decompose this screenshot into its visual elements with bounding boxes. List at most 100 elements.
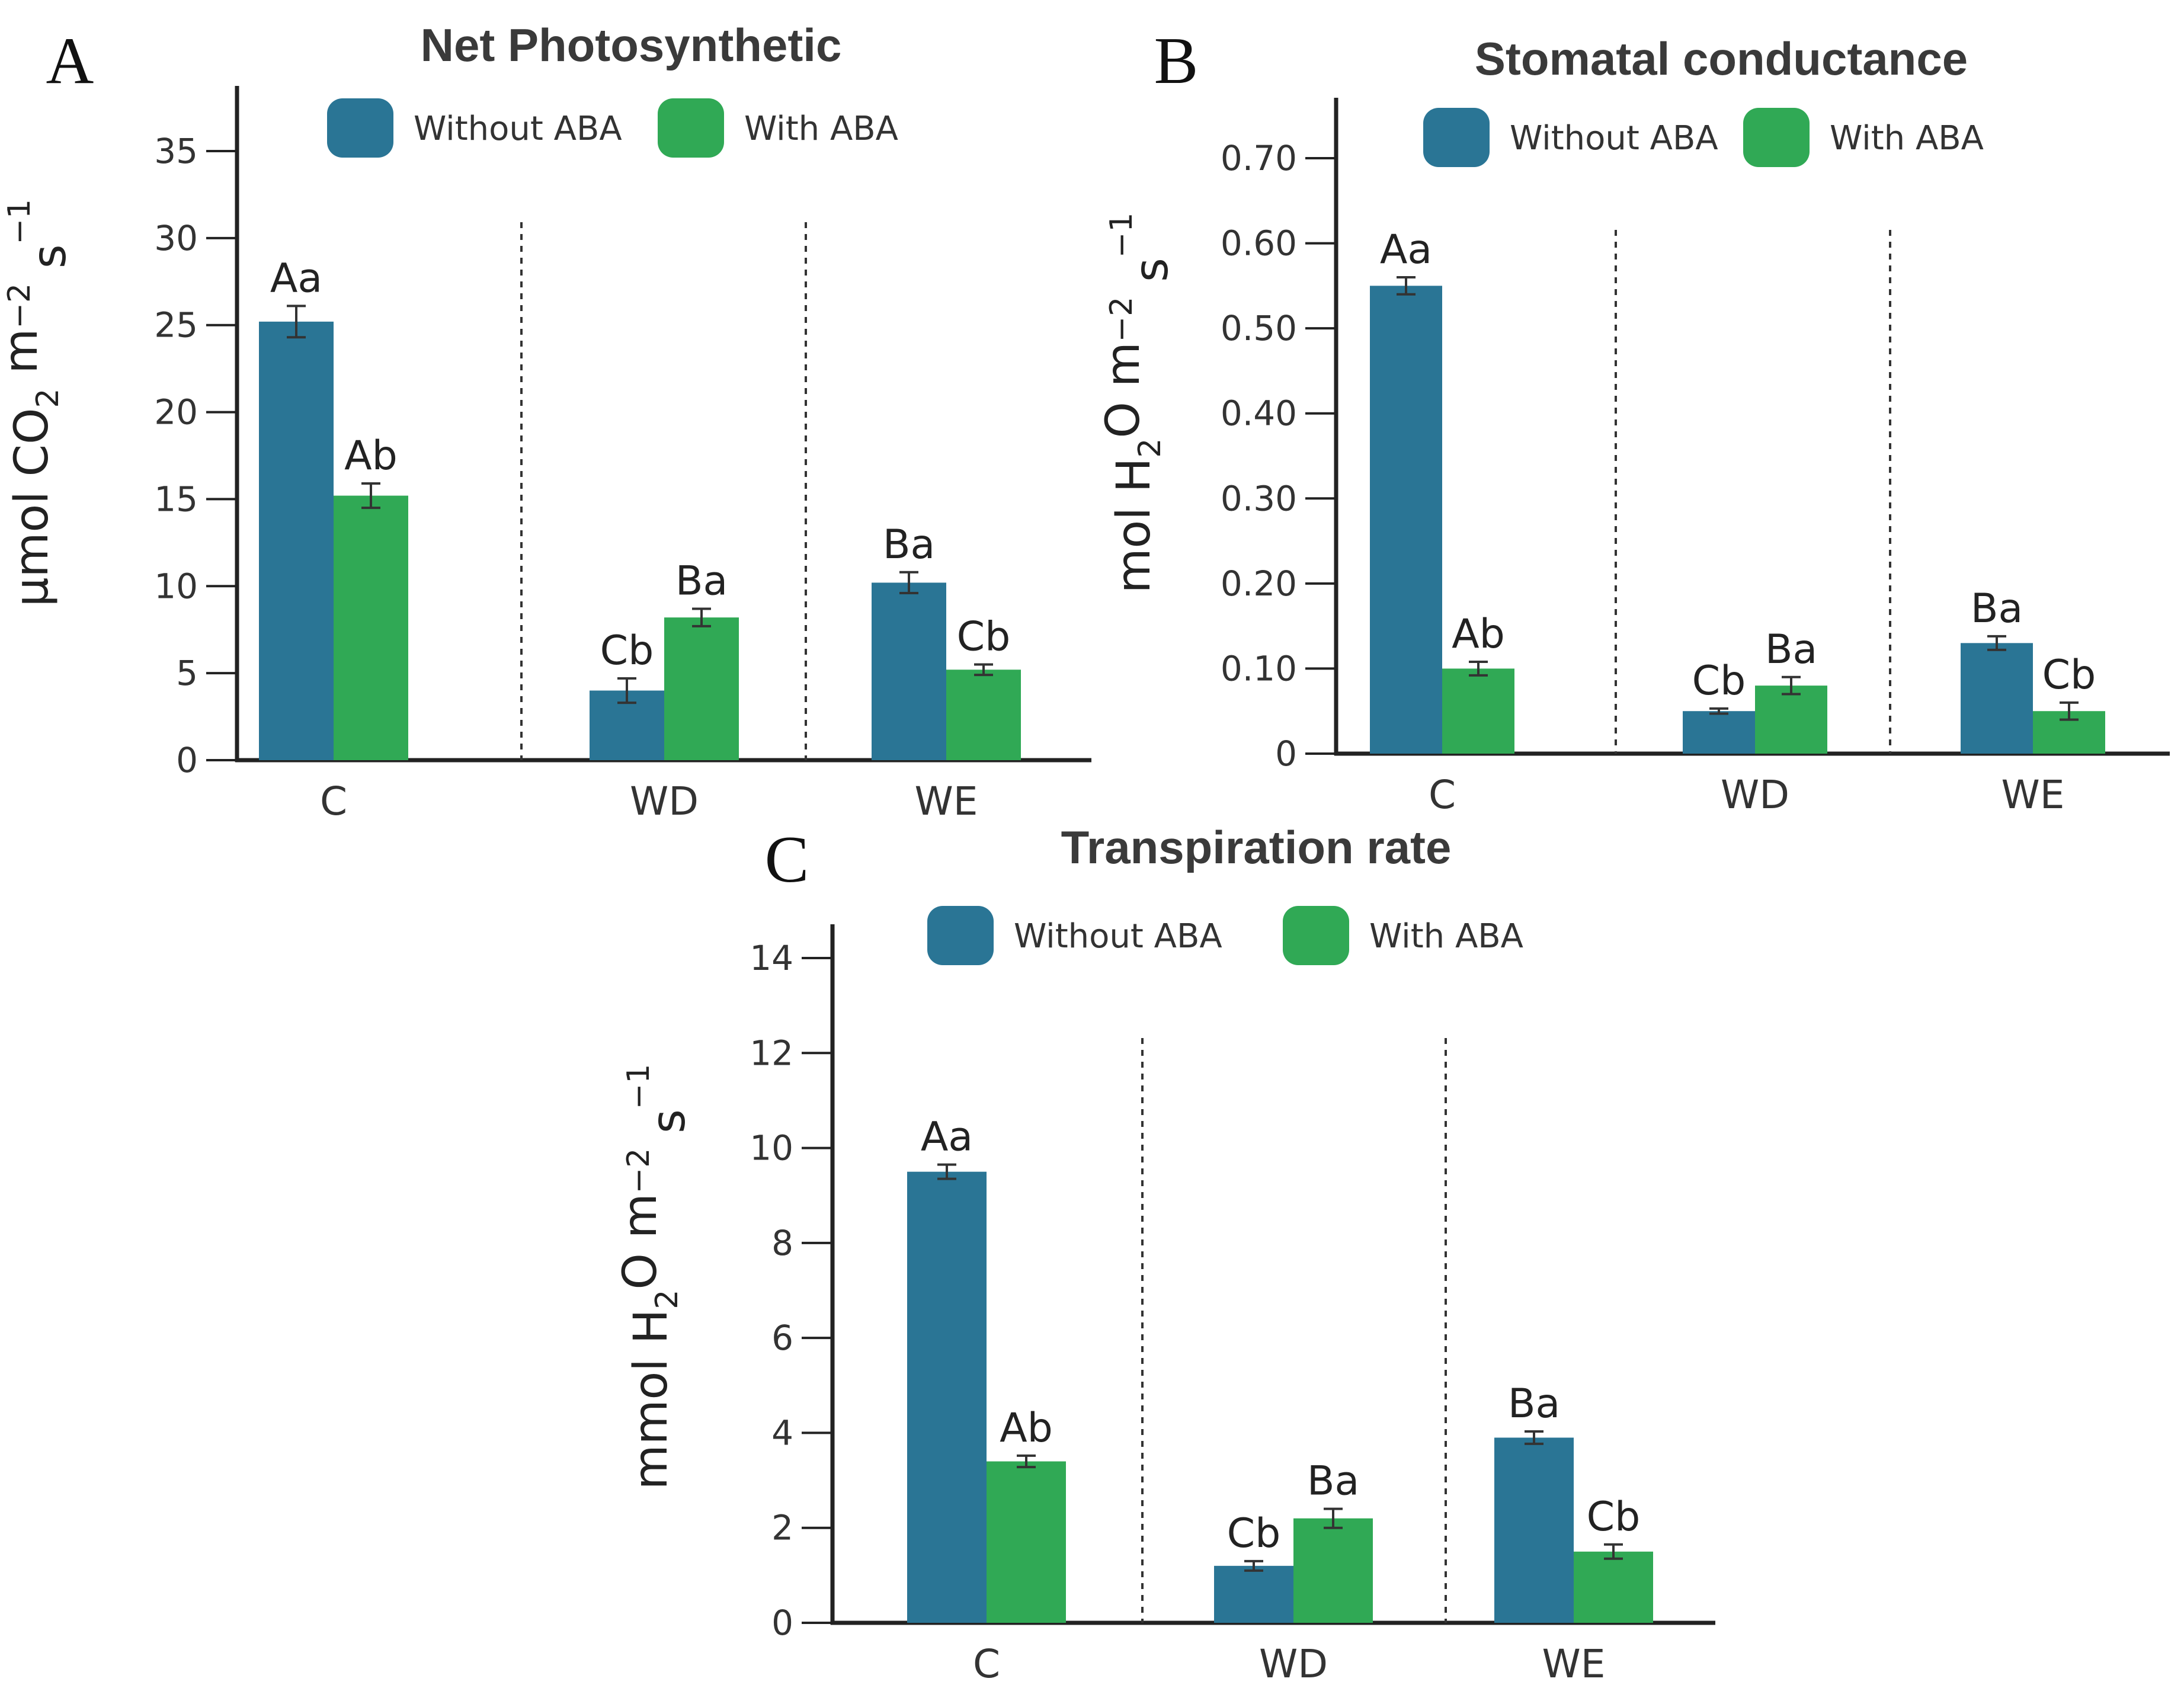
- significance-label: Cb: [1227, 1510, 1281, 1557]
- x-tick-label: C: [973, 1641, 1000, 1687]
- y-axis-label-part: 2: [649, 1290, 685, 1309]
- bar-wd-with-aba: [664, 617, 739, 760]
- y-axis-label-part: O m: [1097, 342, 1150, 438]
- x-tick-label: WD: [630, 779, 699, 824]
- chart-title: Stomatal conductance: [1475, 33, 1968, 85]
- y-tick-label: 10: [750, 1128, 793, 1168]
- chart-panel-c: C Transpiration rate 0 2 4 6 8 10 12 14 mmol H2O m…: [614, 821, 1715, 1687]
- panel-letter: C: [765, 823, 809, 896]
- bar-we-without-aba: [872, 582, 946, 760]
- legend-label: With ABA: [744, 110, 898, 148]
- y-tick-label: 8: [771, 1223, 793, 1263]
- y-axis-label: mmol H2O m−2 s−1: [614, 1064, 696, 1490]
- legend: Without ABA With ABA: [927, 906, 1523, 965]
- y-tick-label: 0.70: [1221, 138, 1297, 178]
- significance-label: Ba: [883, 521, 935, 568]
- y-tick-label: 20: [154, 392, 198, 433]
- legend-swatch-without-aba: [927, 906, 994, 965]
- bar-c-without-aba: [1370, 286, 1442, 754]
- y-axis-label: μmol CO2 m−2 s−1: [0, 199, 76, 607]
- y-axis-label-part: O m: [614, 1193, 667, 1289]
- y-tick-label: 2: [771, 1508, 793, 1548]
- y-tick-label: 0.60: [1221, 223, 1297, 264]
- y-tick-label: 4: [771, 1412, 793, 1453]
- significance-label: Aa: [1380, 226, 1432, 273]
- bar-c-with-aba: [334, 495, 408, 760]
- bar-c-without-aba: [259, 321, 334, 760]
- significance-label: Ab: [344, 433, 398, 479]
- bar-we-without-aba: [1494, 1437, 1574, 1623]
- x-tick-label: C: [320, 779, 347, 824]
- y-axis-label-part: −2: [621, 1148, 657, 1194]
- y-tick-label: 12: [750, 1033, 793, 1073]
- significance-label: Ba: [1971, 585, 2023, 632]
- significance-label: Ba: [1508, 1380, 1560, 1427]
- y-axis-label-part: −2: [1104, 297, 1139, 342]
- x-tick-label: WE: [915, 779, 978, 824]
- significance-label: Ab: [1452, 611, 1505, 658]
- y-axis-label-part: μmol CO: [5, 408, 59, 607]
- y-axis-label-part: −1: [1104, 213, 1139, 258]
- y-tick-label: 14: [750, 938, 793, 978]
- chart-title: Net Photosynthetic: [421, 19, 842, 71]
- bar-c-with-aba: [1442, 668, 1514, 754]
- y-tick-label: 6: [771, 1318, 793, 1358]
- y-tick-label: 0: [176, 740, 198, 780]
- significance-label: Cb: [600, 627, 654, 674]
- legend-swatch-without-aba: [327, 98, 393, 158]
- y-tick-label: 0: [771, 1603, 793, 1643]
- y-axis-label: mol H2O m−2 s−1: [1097, 213, 1179, 594]
- legend-label: With ABA: [1369, 917, 1523, 956]
- y-axis-label-part: −1: [621, 1064, 657, 1110]
- significance-label: Cb: [1692, 658, 1746, 704]
- x-tick-label: WD: [1721, 772, 1789, 818]
- significance-label: Cb: [957, 613, 1011, 660]
- y-axis-label-part: 2: [1132, 438, 1168, 458]
- y-tick-label: 0.20: [1221, 563, 1297, 604]
- y-tick-label: 15: [154, 479, 198, 519]
- y-tick-label: 0.40: [1221, 393, 1297, 434]
- x-tick-label: WE: [2002, 772, 2065, 818]
- bar-wd-with-aba: [1755, 686, 1827, 754]
- y-axis-label-part: 2: [30, 388, 66, 408]
- significance-label: Aa: [921, 1114, 973, 1161]
- legend: Without ABA With ABA: [1423, 108, 1984, 167]
- y-tick-label: 10: [154, 566, 198, 606]
- chart-panel-a: A Net Photosynthetic 0 5 10 15 20 25 30 35 μmol CO…: [0, 19, 1091, 824]
- legend-swatch-with-aba: [658, 98, 724, 158]
- x-tick-label: WD: [1259, 1641, 1328, 1687]
- significance-label: Ba: [675, 558, 728, 604]
- y-tick-label: 30: [154, 218, 198, 258]
- y-tick-label: 0: [1275, 734, 1297, 774]
- bar-wd-without-aba: [1683, 711, 1755, 754]
- significance-label: Cb: [1587, 1494, 1641, 1540]
- chart-title: Transpiration rate: [1061, 821, 1452, 873]
- chart-panel-b: B Stomatal conductance 0 0.10 0.20 0.30 0.40 0.…: [1097, 24, 2170, 818]
- bar-wd-without-aba: [1214, 1565, 1293, 1623]
- y-axis-label-part: −1: [2, 199, 37, 245]
- panel-letter: A: [46, 24, 94, 98]
- y-axis-label-part: mol H: [1107, 458, 1161, 594]
- panel-letter: B: [1154, 24, 1199, 98]
- significance-label: Ab: [1000, 1405, 1053, 1452]
- bar-c-with-aba: [987, 1461, 1066, 1623]
- x-tick-label: WE: [1542, 1641, 1606, 1687]
- significance-label: Cb: [2042, 652, 2096, 699]
- y-tick-label: 0.50: [1221, 308, 1297, 348]
- y-axis-label-part: s: [642, 1109, 696, 1148]
- bar-c-without-aba: [907, 1171, 987, 1623]
- bar-we-with-aba: [1574, 1551, 1653, 1623]
- y-tick-label: 25: [154, 305, 198, 345]
- y-tick-label: 5: [176, 653, 198, 693]
- y-axis-label-part: m: [0, 329, 48, 389]
- significance-label: Ba: [1765, 626, 1817, 673]
- y-tick-label: 0.10: [1221, 648, 1297, 688]
- legend-label: Without ABA: [1014, 917, 1222, 956]
- significance-label: Ba: [1307, 1458, 1359, 1505]
- legend-label: Without ABA: [1510, 119, 1718, 158]
- legend-label: Without ABA: [414, 110, 622, 148]
- y-tick-label: 35: [154, 131, 198, 171]
- y-axis-label-part: s: [23, 245, 76, 283]
- legend-label: With ABA: [1830, 119, 1984, 158]
